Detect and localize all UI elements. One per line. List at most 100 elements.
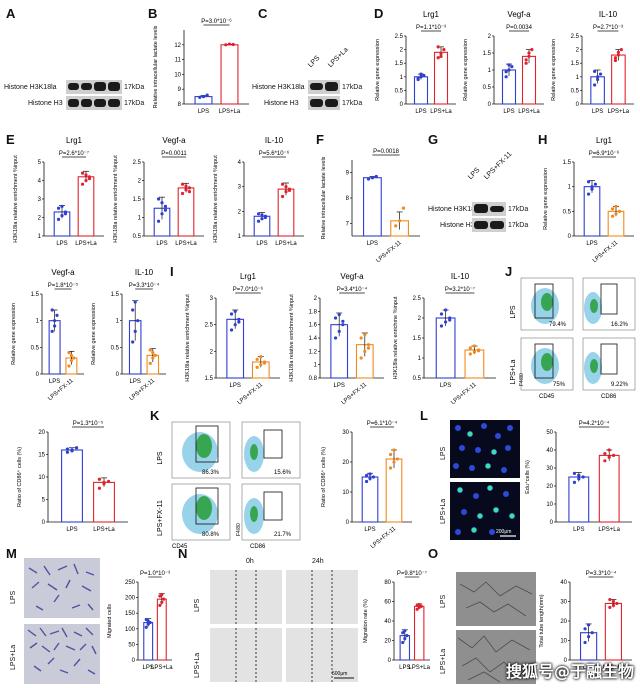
panel-label-e: E [6,132,15,147]
data-point [586,192,591,196]
data-point [87,177,92,181]
data-point [577,477,581,481]
data-point [56,206,61,210]
data-point [615,601,619,606]
y-tick-label: 8 [346,196,350,202]
data-point [359,356,363,360]
data-point [472,350,476,354]
flow-percent: 86.3% [202,470,220,476]
x-tick-label: LPS [130,379,141,385]
y-tick-label: 1.5 [111,292,120,298]
data-point [337,329,341,333]
chart-title: IL-10 [265,136,284,145]
chart-n-migration-rate: P=9.8*10⁻⁷ 0 20 40 60 80 Migration rate (%) LPS… [363,570,431,671]
y-axis-label: Migrated cells [107,604,113,638]
y-tick-label: 2 [314,296,318,302]
x-tick-label: LPS [364,527,375,533]
data-point [184,188,188,192]
data-point [233,309,237,313]
data-point [616,53,620,57]
bar [361,476,379,523]
y-tick-label: 0.5 [31,345,40,351]
data-point [527,54,531,59]
time-label: 0h [246,558,254,565]
data-point [160,592,164,597]
data-point [102,480,106,484]
y-tick-label: 0 [488,102,492,108]
p-value-label: P=1.0*10⁻³ [140,571,170,577]
lane-label: LPS+La [327,46,350,69]
panel-label-l: L [420,408,428,423]
y-axis-label: Edu⁺cells (%) [524,460,531,494]
x-tick-label: LPS [573,527,584,533]
y-tick-label: 1.5 [413,336,422,342]
p-value-label: P=9.8*10⁻⁷ [397,570,427,577]
data-point [603,452,607,456]
y-axis-label: Relative intracellular lactate levels [321,156,327,239]
image-row-label: LPS [10,590,17,604]
data-point [577,473,581,477]
panel-label-n: N [178,546,188,561]
panel-label-o: O [428,546,439,561]
data-point [146,619,150,623]
data-point [363,349,367,353]
chart-i-lrg1: Lrg1 P=7.0*10⁻⁶ 1.5 2 2.5 3 H3K18la relative e… [185,272,280,404]
x-tick-label: LPS+FX-11 [375,240,403,262]
flow-percent: 80.8% [202,532,220,538]
data-point [259,355,263,359]
blot-band [325,99,338,107]
data-point [55,313,59,317]
x-tick-label: LPS+La [175,241,197,247]
transwell-micrographs [24,558,100,684]
x-tick-label: LPS [440,383,451,389]
chart-l-edu: P=4.2*10⁻⁴ 0 10 20 30 40 50 Edu⁺cells (%) LPS LPS… [524,420,632,533]
data-point [80,182,85,186]
data-point [607,448,611,452]
p-value-label: P=2.6*10⁻⁷ [59,150,89,157]
data-point [259,363,263,367]
chart-title: Vegf-a [507,10,531,19]
data-point [419,75,423,79]
data-point [572,471,577,475]
chart-title: IL-10 [135,268,154,277]
bar [604,602,623,661]
y-tick-label: 100 [125,627,136,633]
data-point [67,351,71,355]
y-tick-label: 150 [125,611,136,617]
scale-bar-label: 200μm [496,529,511,535]
y-tick-label: 250 [125,580,136,586]
data-point [371,475,376,479]
chart-o-tube-length: P=3.3*10⁻⁴ 0 10 20 30 40 Total tube length(mm)… [539,570,632,671]
bar [177,187,195,237]
data-point [69,353,73,357]
y-tick-label: 0 [550,520,554,526]
y-tick-label: 1 [36,319,40,325]
y-tick-label: 0 [576,102,580,108]
x-tick-label: LPS [56,241,67,247]
data-point [227,42,232,46]
p-value-label: P=2.7*10⁻³ [593,25,623,31]
data-point [153,353,157,357]
data-point [341,319,345,323]
data-point [611,603,615,607]
data-point [84,178,88,183]
p-value-label: P=3.2*10⁻⁷ [445,286,475,293]
kda-marker: 17kDa [342,84,363,91]
y-axis-label: Relative gene expression [375,39,381,101]
data-point [603,459,607,463]
chart-h-vegfa: Vegf-a P=1.8*10⁻⁵ 0 0.5 1 1.5 Relative gene ex… [11,268,84,400]
p-value-label: P=0.0034 [506,25,533,31]
x-tick-label: LPS [583,665,594,671]
x-tick-label: LPS+La [603,665,625,671]
lane-label: LPS [467,166,482,181]
bar [435,317,456,379]
scale-bar-label: 500μm [332,671,347,677]
data-point [151,351,155,355]
data-point [363,333,367,337]
y-axis-label: Ratio of CD86⁺ cells (%) [16,447,23,507]
y-tick-label: 0.8 [309,376,318,382]
bar [598,454,620,523]
data-point [403,629,407,633]
y-axis-label: Total tube length(mm) [539,594,545,647]
flow-plot: 9.22% [582,337,636,391]
